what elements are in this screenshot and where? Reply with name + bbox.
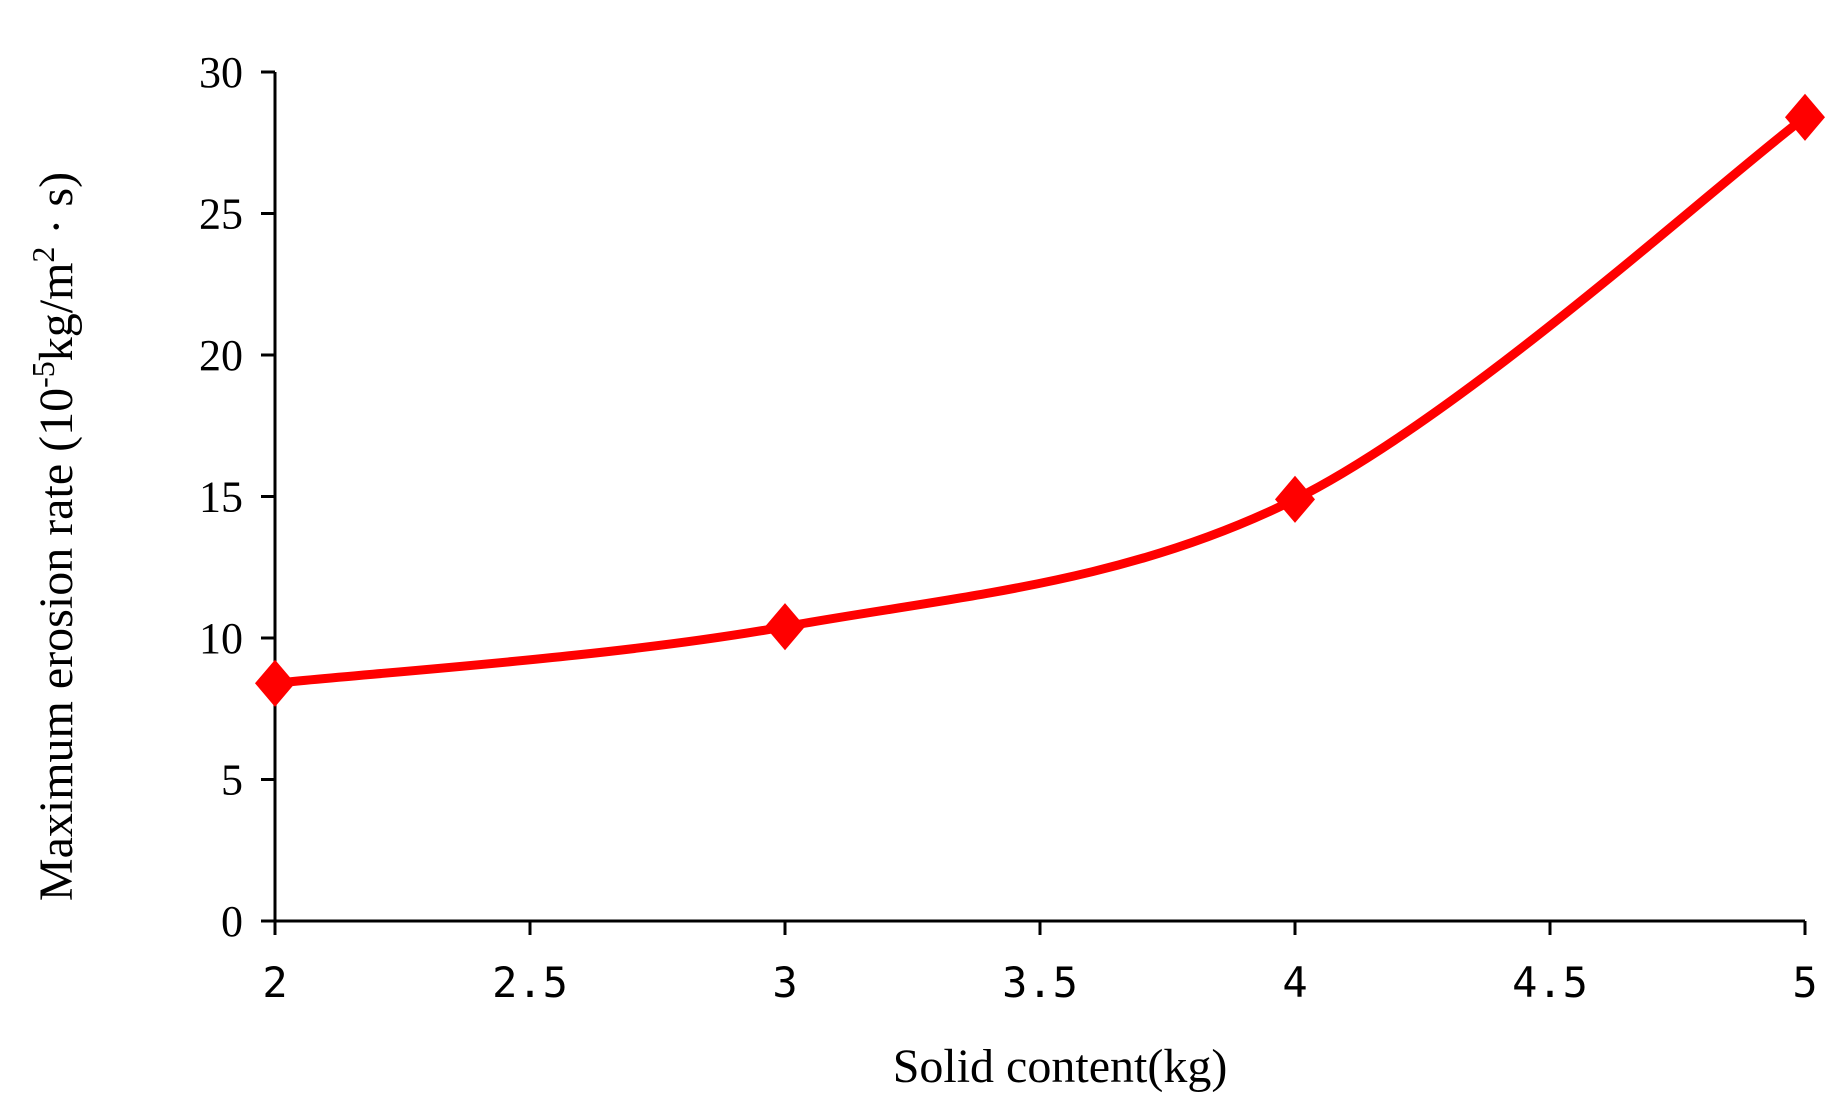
x-tick-label: 4 [1282, 958, 1307, 1007]
y-axis-title-superscript: -5 [25, 361, 61, 388]
y-tick-label: 0 [221, 897, 243, 946]
x-tick-label: 2.5 [492, 958, 568, 1007]
y-tick-label: 10 [199, 614, 243, 663]
series-line [270, 112, 1810, 688]
y-axis-title-text: Maximum erosion rate (10 [30, 388, 83, 901]
y-tick-label: 20 [199, 331, 243, 380]
y-axis-title-unit: kg/m [30, 263, 83, 362]
series [254, 93, 1826, 707]
axis-titles: Solid content(kg) Maximum erosion rate (… [25, 172, 1227, 1093]
ticks: 0 5 10 15 20 25 30 2 2.5 3 3.5 4 4.5 5 [199, 48, 1818, 1007]
x-tick-label: 2 [262, 958, 287, 1007]
y-tick-label: 5 [221, 756, 243, 805]
x-tick-label: 4.5 [1512, 958, 1588, 1007]
y-tick-label: 25 [199, 190, 243, 239]
y-axis-title: Maximum erosion rate (10-5kg/m2 · s) [25, 172, 83, 901]
x-axis-title: Solid content(kg) [893, 1040, 1228, 1093]
y-axis-title-unit-tail: · s) [30, 172, 83, 247]
y-axis-title-superscript-2: 2 [25, 247, 61, 263]
data-point-marker [764, 603, 806, 651]
x-tick-label: 5 [1792, 958, 1817, 1007]
data-point-marker [1784, 93, 1826, 141]
x-tick-label: 3.5 [1002, 958, 1078, 1007]
y-tick-label: 30 [199, 48, 243, 97]
x-tick-label: 3 [772, 958, 797, 1007]
y-tick-label: 15 [199, 473, 243, 522]
data-point-marker [254, 659, 296, 707]
data-point-marker [1274, 475, 1316, 523]
axes [273, 72, 1805, 923]
